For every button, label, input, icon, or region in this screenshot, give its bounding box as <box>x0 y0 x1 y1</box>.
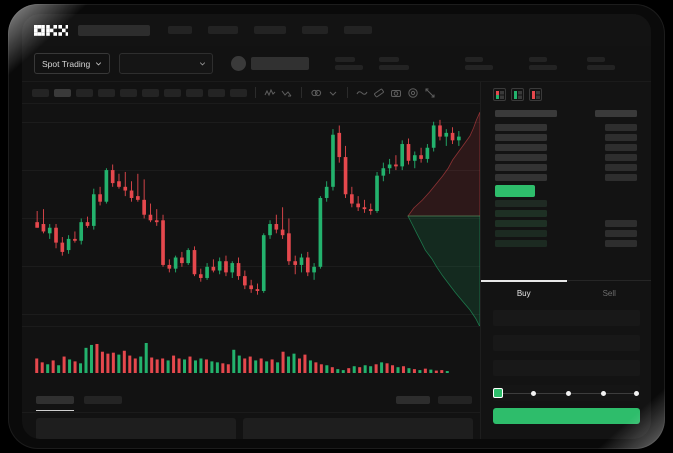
slider-step-50[interactable] <box>566 390 571 396</box>
top-navigation-bar <box>22 14 651 46</box>
compare-icon[interactable] <box>310 87 322 99</box>
toolbar-divider <box>347 87 348 98</box>
camera-icon[interactable] <box>390 87 402 99</box>
orderbook-view-sell-icon[interactable] <box>529 88 542 101</box>
orders-actions <box>396 396 472 404</box>
orderbook-header <box>481 110 651 117</box>
orderbook-view-toggles <box>481 82 651 105</box>
amount-percent-slider[interactable] <box>493 387 639 399</box>
orderbook-col-amount <box>595 110 637 117</box>
orderbook-ask-row[interactable] <box>481 154 651 161</box>
timeframe-button-4[interactable] <box>98 88 115 97</box>
orders-tab-bar <box>22 388 480 412</box>
submit-order-button[interactable] <box>493 408 640 424</box>
timeframe-button-8[interactable] <box>186 88 203 97</box>
settings-icon[interactable] <box>407 87 419 99</box>
app-screen: Spot Trading <box>22 14 651 439</box>
market-type-label: Spot Trading <box>42 58 91 69</box>
orderbook-ask-row[interactable] <box>481 134 651 141</box>
orderbook-ask-row[interactable] <box>481 164 651 171</box>
orders-action-2[interactable] <box>438 396 472 404</box>
stat-24h-volume <box>529 57 558 70</box>
tab-order-history[interactable] <box>84 396 122 404</box>
timeframe-button-5[interactable] <box>120 88 137 97</box>
market-depth-overlay <box>407 112 480 326</box>
timeframe-button-10[interactable] <box>230 88 247 97</box>
market-type-dropdown[interactable]: Spot Trading <box>34 53 111 74</box>
volume-chart[interactable] <box>22 326 480 388</box>
price-field[interactable] <box>493 335 640 351</box>
orderbook-col-price <box>495 110 557 117</box>
coin-avatar-icon <box>231 56 247 71</box>
chevron-down-icon <box>96 62 102 66</box>
volume-series <box>35 343 449 373</box>
drawing-line-icon[interactable] <box>356 87 368 99</box>
orderbook-last-price <box>495 185 535 197</box>
stat-24h-high <box>379 57 410 70</box>
orderbook-ask-row[interactable] <box>481 124 651 131</box>
slider-handle[interactable] <box>493 388 503 398</box>
slider-step-100[interactable] <box>634 390 639 396</box>
orderbook-ask-row[interactable] <box>481 174 651 181</box>
order-type-field[interactable] <box>493 310 640 326</box>
orderbook-bid-row[interactable] <box>481 220 651 227</box>
chart-type-icon[interactable] <box>281 87 293 99</box>
timeframe-button-6[interactable] <box>142 88 159 97</box>
stat-24h-low <box>465 57 494 70</box>
orderbook-bid-row[interactable] <box>481 210 651 217</box>
tab-buy[interactable]: Buy <box>481 279 567 306</box>
orders-action-1[interactable] <box>396 396 430 404</box>
orderbook-ask-row[interactable] <box>481 144 651 151</box>
toolbar-divider <box>255 87 256 98</box>
ruler-icon[interactable] <box>373 87 385 99</box>
stat-24h-change <box>335 57 364 70</box>
orders-table-body <box>22 412 480 439</box>
orderbook-view-both-icon[interactable] <box>493 88 506 101</box>
tab-sell-label: Sell <box>602 289 616 298</box>
stat-24h-turnover <box>587 57 616 70</box>
nav-item-1[interactable] <box>168 26 192 34</box>
nav-item-3[interactable] <box>254 26 286 34</box>
trading-pair-select[interactable] <box>119 53 214 74</box>
orderbook-bid-row[interactable] <box>481 200 651 207</box>
timeframe-button-3[interactable] <box>76 88 93 97</box>
orders-panel-left[interactable] <box>36 418 236 439</box>
price-chart[interactable] <box>22 104 480 326</box>
indicators-icon[interactable] <box>264 87 276 99</box>
orderbook-and-trade-panel: Buy Sell <box>480 82 651 439</box>
orderbook-bid-row[interactable] <box>481 240 651 247</box>
toolbar-divider <box>301 87 302 98</box>
ticker-bar: Spot Trading <box>22 46 651 82</box>
timeframe-button-7[interactable] <box>164 88 181 97</box>
orders-panel-right[interactable] <box>243 418 473 439</box>
tab-buy-label: Buy <box>516 289 531 298</box>
timeframe-button-1[interactable] <box>32 88 49 97</box>
chevron-down-icon <box>200 62 206 66</box>
nav-items <box>168 26 372 34</box>
orderbook-bid-row[interactable] <box>481 230 651 237</box>
slider-step-25[interactable] <box>531 390 536 396</box>
tab-sell[interactable]: Sell <box>567 281 652 306</box>
okx-logo-icon[interactable] <box>34 24 68 36</box>
tab-open-orders[interactable] <box>36 396 74 411</box>
timeframe-button-9[interactable] <box>208 88 225 97</box>
fullscreen-icon[interactable] <box>424 87 436 99</box>
amount-field[interactable] <box>493 360 640 376</box>
chevron-down-icon[interactable] <box>327 87 339 99</box>
orderbook-view-buy-icon[interactable] <box>511 88 524 101</box>
nav-item-5[interactable] <box>344 26 372 34</box>
trade-side-tabs: Buy Sell <box>481 279 652 306</box>
search-input[interactable] <box>78 24 150 36</box>
nav-item-4[interactable] <box>302 26 328 34</box>
timeframe-button-2[interactable] <box>54 88 71 97</box>
last-price-display <box>251 57 310 70</box>
slider-step-75[interactable] <box>601 390 606 396</box>
nav-item-2[interactable] <box>208 26 238 34</box>
